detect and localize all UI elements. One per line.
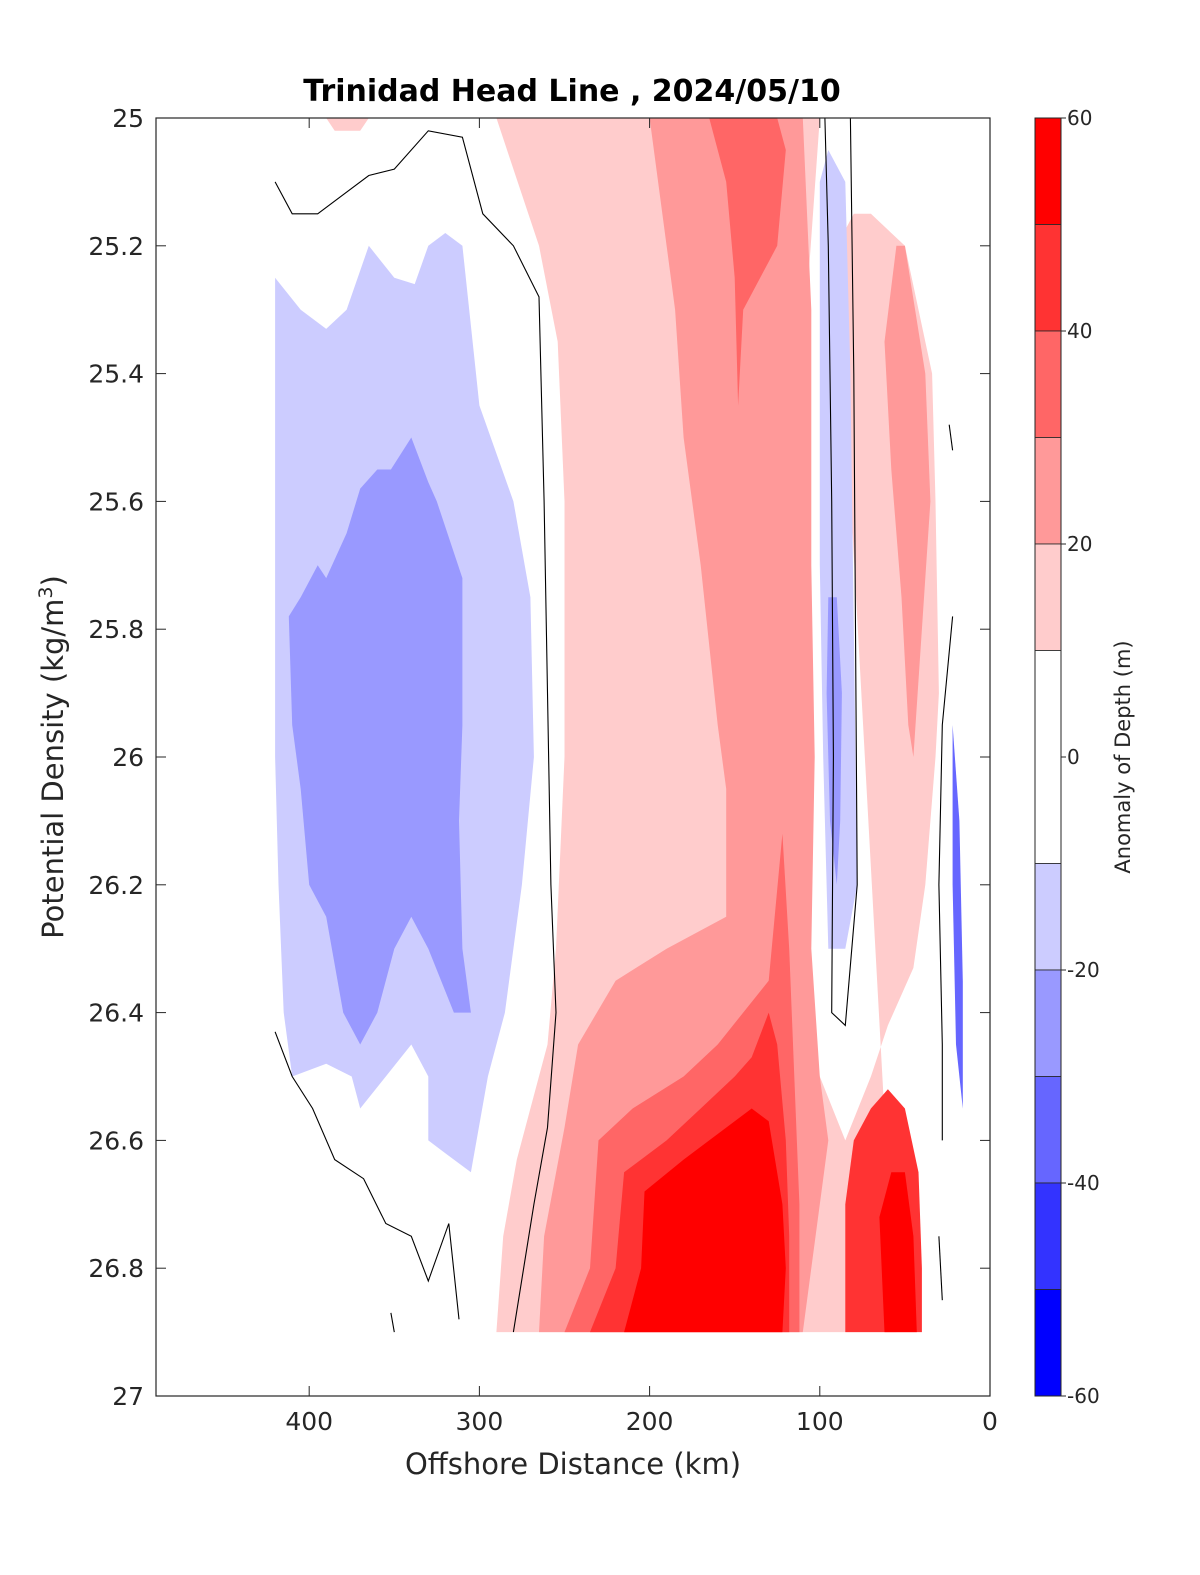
colorbar-tick-label: -40: [1067, 1171, 1100, 1195]
plot-area: 400 300 200 100 0 25 25.2 25.4 25.6 25.8 26 26.2 26…: [88, 104, 998, 1436]
x-tick-label: 100: [796, 1407, 844, 1436]
contour-region-pink-mid-nearshore: [884, 245, 931, 758]
y-axis: 25 25.2 25.4 25.6 25.8 26 26.2 26.4 26.6 26.8 27: [88, 104, 990, 1411]
contour-region-blue-mid-offshore: [288, 437, 471, 1045]
contour-region-red-lower-50: [624, 1108, 786, 1333]
x-axis-label: Offshore Distance (km): [405, 1447, 741, 1481]
zero-contour-line: [390, 1312, 395, 1333]
chart-title: Trinidad Head Line , 2024/05/10: [303, 74, 840, 109]
zero-contour-line: [274, 130, 557, 1333]
contour-region-offshore-pink-top: [326, 118, 369, 131]
contour-region-red-upper-core: [675, 118, 786, 406]
colorbar-swatch: [1034, 969, 1062, 1077]
colorbar-tick-label: 0: [1067, 745, 1080, 769]
zero-contour-line: [938, 616, 954, 1141]
colorbar-tick-label: -20: [1067, 958, 1100, 982]
colorbar-tick-label: 40: [1067, 319, 1092, 343]
contour-region-red-nearshore-core: [879, 1172, 917, 1333]
y-tick-label: 27: [112, 1382, 144, 1411]
colorbar-swatch: [1034, 650, 1062, 864]
colorbar-tick-label: -60: [1067, 1384, 1100, 1408]
colorbar-swatch: [1034, 330, 1062, 438]
colorbar-swatch: [1034, 1182, 1062, 1290]
colorbar-swatch: [1034, 1076, 1062, 1184]
y-tick-label: 26.6: [88, 1126, 144, 1155]
y-tick-label: 25.2: [88, 232, 144, 261]
zero-contour-line: [938, 1236, 943, 1301]
y-tick-label: 25.8: [88, 615, 144, 644]
y-axis-label-main: Potential Density (kg/m: [36, 599, 70, 939]
zero-contour-line: [824, 117, 858, 1027]
colorbar-swatch: [1034, 117, 1062, 225]
contour-region-blue-nearshore-mid: [826, 597, 842, 885]
y-tick-label: 26.2: [88, 871, 144, 900]
contour-fill-layer: [275, 118, 963, 1333]
y-axis-label: Potential Density (kg/m3): [35, 575, 70, 939]
y-tick-label: 25.4: [88, 360, 144, 389]
colorbar-swatch: [1034, 437, 1062, 545]
zero-contour-line: [948, 424, 954, 451]
y-axis-label-superscript: 3: [35, 586, 57, 598]
colorbar-swatch: [1034, 543, 1062, 651]
colorbar-swatch: [1034, 224, 1062, 332]
zero-contour-line: [274, 1031, 460, 1320]
colorbar-tick-label: 20: [1067, 532, 1092, 556]
colorbar-tick-label: 60: [1067, 106, 1092, 130]
x-tick-label: 400: [285, 1407, 333, 1436]
zero-contour-layer: [274, 117, 954, 1333]
colorbar: 60 40 20 0 -20 -40 -60: [1034, 106, 1100, 1408]
y-tick-label: 25.6: [88, 487, 144, 516]
y-tick-label: 26.4: [88, 999, 144, 1028]
x-axis: 400 300 200 100 0: [285, 118, 998, 1436]
y-tick-label: 25: [112, 104, 144, 133]
contour-region-blue-coast-strip: [952, 725, 963, 1109]
x-tick-label: 300: [456, 1407, 504, 1436]
x-tick-label: 200: [626, 1407, 674, 1436]
colorbar-label: Anomaly of Depth (m): [1111, 640, 1135, 873]
y-axis-label-close: ): [36, 575, 70, 586]
colorbar-swatch: [1034, 1289, 1062, 1397]
x-tick-label: 0: [982, 1407, 998, 1436]
colorbar-swatch: [1034, 863, 1062, 971]
y-tick-label: 26: [112, 743, 144, 772]
y-tick-label: 26.8: [88, 1254, 144, 1283]
